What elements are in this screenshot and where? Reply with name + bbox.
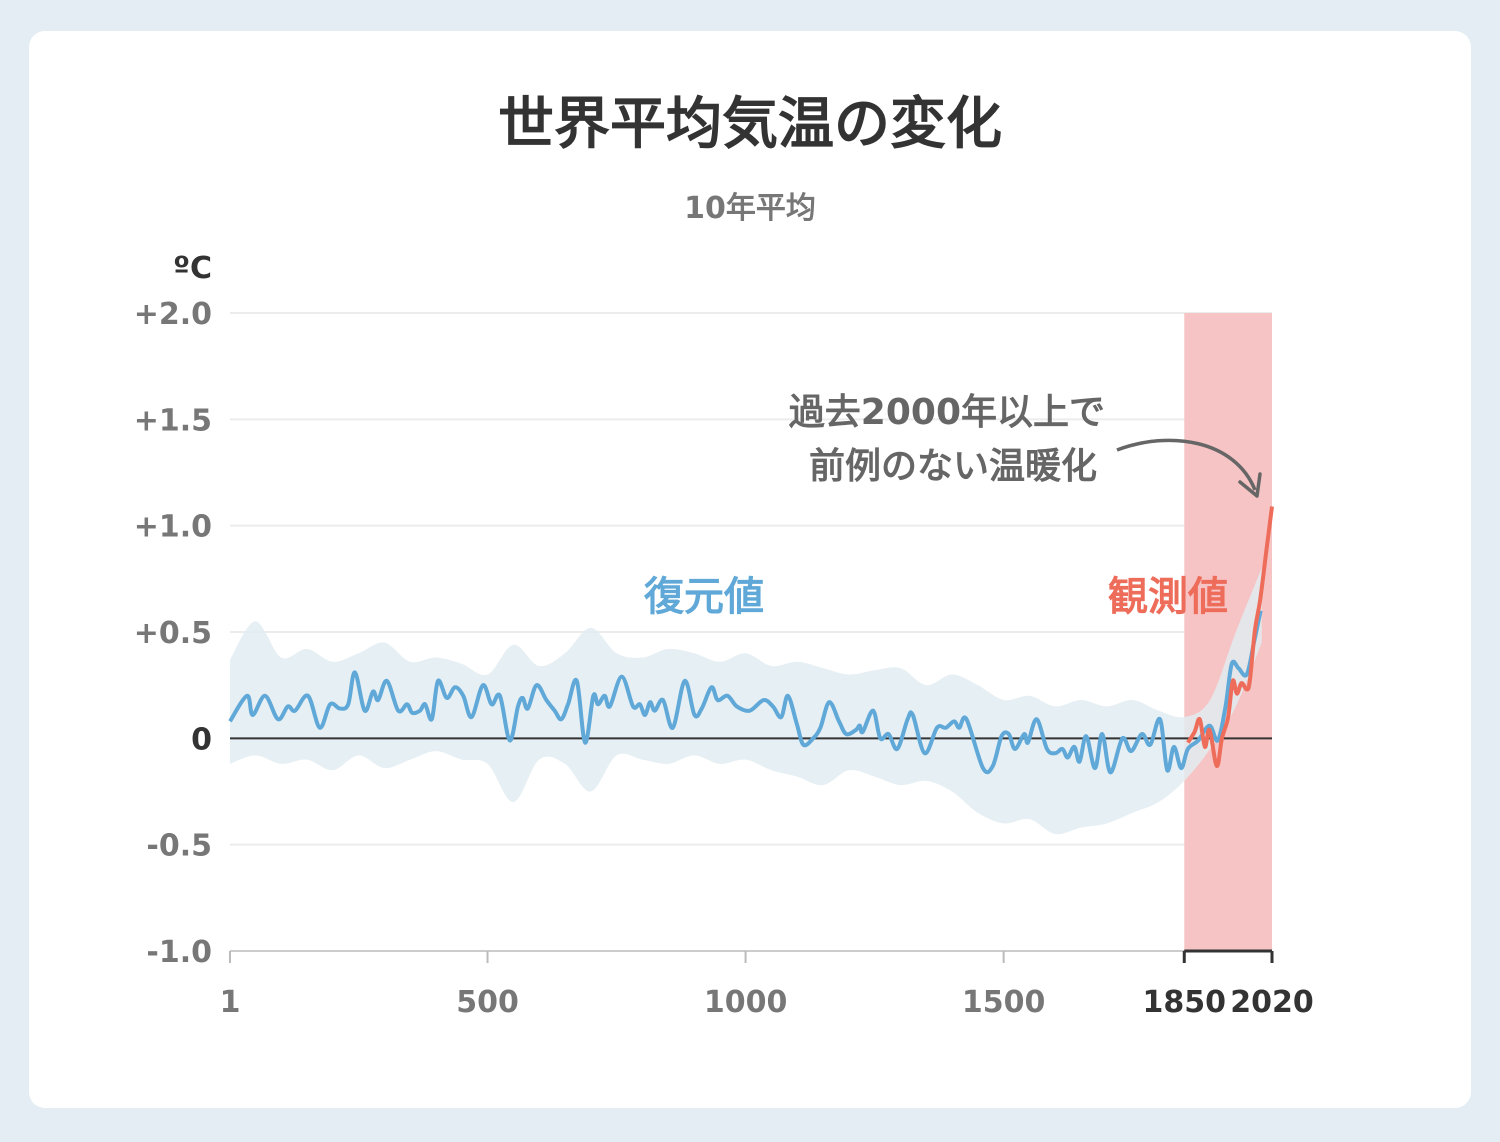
x-tick-label: 1 (220, 985, 241, 1020)
x-tick-label: 2020 (1230, 985, 1314, 1020)
y-tick-label: +2.0 (134, 297, 212, 332)
y-axis-unit: ºC (173, 251, 212, 286)
uncertainty-band (230, 568, 1262, 835)
series-reconstructed-line (228, 610, 1263, 775)
series-label-reconstructed: 復元値 (643, 574, 764, 620)
series-label-observed: 観測値 (1108, 574, 1228, 620)
y-tick-label: +1.0 (134, 510, 212, 545)
gridlines (230, 312, 1272, 952)
annotation-line-1: 過去2000年以上で (789, 392, 1105, 433)
y-tick-label: 0 (191, 722, 212, 757)
y-axis-ticks: +2.0 +1.5 +1.0 +0.5 0 -0.5 -1.0 (134, 297, 212, 970)
annotation-line-2: 前例のない温暖化 (809, 446, 1097, 487)
series-observed-line (1186, 506, 1274, 768)
x-axis-ticks: 1 500 1000 1500 1850 2020 (220, 949, 1314, 1020)
annotation-arrow-head-icon (1238, 472, 1262, 498)
chart-subtitle: 10年平均 (684, 191, 816, 226)
x-tick-label: 1000 (704, 985, 788, 1020)
y-tick-label: +0.5 (134, 616, 212, 651)
y-tick-label: -1.0 (146, 935, 212, 970)
chart-title: 世界平均気温の変化 (498, 92, 1002, 157)
y-tick-label: -0.5 (146, 829, 212, 864)
y-tick-label: +1.5 (134, 403, 212, 438)
x-tick-label: 500 (456, 985, 519, 1020)
x-tick-label: 1850 (1143, 985, 1227, 1020)
x-tick-label: 1500 (962, 985, 1046, 1020)
annotation-arrow (1116, 438, 1257, 491)
